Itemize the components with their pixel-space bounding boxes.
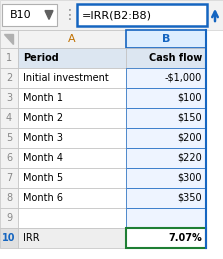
Text: Month 4: Month 4	[23, 153, 63, 163]
Text: $300: $300	[178, 173, 202, 183]
Bar	[18, 168, 126, 188]
Text: B: B	[162, 34, 170, 44]
Bar	[0, 68, 18, 88]
Bar	[0, 108, 18, 128]
Bar	[18, 188, 126, 208]
Polygon shape	[4, 34, 13, 44]
Bar	[0, 0, 223, 30]
Bar	[0, 30, 18, 48]
Text: 8: 8	[6, 193, 12, 203]
Bar	[0, 48, 18, 68]
Bar	[18, 30, 126, 48]
Text: Month 1: Month 1	[23, 93, 63, 103]
Bar	[0, 228, 18, 248]
Text: 2: 2	[6, 73, 12, 83]
Bar	[0, 148, 18, 168]
Bar	[126, 68, 206, 88]
Text: 5: 5	[6, 133, 12, 143]
Text: ⋮: ⋮	[63, 8, 77, 22]
Text: Month 5: Month 5	[23, 173, 63, 183]
Bar	[126, 128, 206, 148]
Text: -$1,000: -$1,000	[165, 73, 202, 83]
Text: Month 3: Month 3	[23, 133, 63, 143]
Bar	[18, 228, 126, 248]
Bar	[18, 148, 126, 168]
Bar	[126, 148, 206, 168]
Bar	[18, 108, 126, 128]
Text: 1: 1	[6, 53, 12, 63]
Text: 9: 9	[6, 213, 12, 223]
Bar	[126, 88, 206, 108]
Text: $150: $150	[177, 113, 202, 123]
Polygon shape	[45, 11, 53, 19]
Bar	[18, 48, 126, 68]
Text: Cash flow: Cash flow	[149, 53, 202, 63]
Bar	[0, 208, 18, 228]
Bar	[126, 30, 206, 48]
Bar	[0, 88, 18, 108]
Text: B10: B10	[10, 10, 32, 20]
Bar	[0, 168, 18, 188]
Bar	[18, 208, 126, 228]
Bar	[18, 128, 126, 148]
Text: Initial investment: Initial investment	[23, 73, 109, 83]
Text: IRR: IRR	[23, 233, 40, 243]
Text: =IRR(B2:B8): =IRR(B2:B8)	[82, 10, 152, 20]
Text: $220: $220	[177, 153, 202, 163]
Text: Period: Period	[23, 53, 59, 63]
Text: 7.07%: 7.07%	[168, 233, 202, 243]
Bar	[0, 188, 18, 208]
Text: A: A	[68, 34, 76, 44]
Bar	[77, 4, 207, 26]
Bar	[126, 188, 206, 208]
Bar	[0, 128, 18, 148]
Text: 7: 7	[6, 173, 12, 183]
Text: 4: 4	[6, 113, 12, 123]
Text: 10: 10	[2, 233, 16, 243]
Bar	[126, 108, 206, 128]
Bar	[126, 48, 206, 68]
Text: Month 6: Month 6	[23, 193, 63, 203]
Bar	[126, 228, 206, 248]
Bar	[18, 88, 126, 108]
Text: Month 2: Month 2	[23, 113, 63, 123]
Bar	[126, 168, 206, 188]
Bar	[18, 68, 126, 88]
Text: $100: $100	[178, 93, 202, 103]
Text: 6: 6	[6, 153, 12, 163]
Bar	[126, 208, 206, 228]
Text: $200: $200	[177, 133, 202, 143]
Bar	[2, 4, 57, 26]
Text: $350: $350	[177, 193, 202, 203]
Text: 3: 3	[6, 93, 12, 103]
